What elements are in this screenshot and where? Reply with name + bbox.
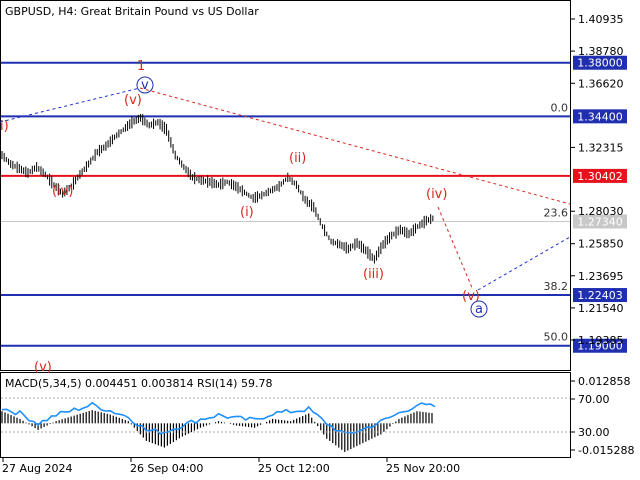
fib-label: 50.0 [544,331,569,344]
fib-label: 0.0 [551,101,569,114]
wave-label: (v) [34,360,52,375]
level-tag-label: 1.34400 [577,110,623,123]
level-tag [573,214,627,229]
y-tick-label: 1.21540 [578,302,624,315]
wave-label: (ii) [289,151,306,166]
wave-label-circle [136,76,154,94]
y-tick-label: 1.40935 [578,13,624,26]
x-tick-label: 26 Sep 04:00 [130,462,203,475]
trend-line-blue [0,87,141,123]
x-tick-label: 27 Aug 2024 [2,462,72,475]
y-tick-label: 1.32315 [578,141,624,154]
projection-red [437,206,474,291]
level-tag-label: 1.38000 [577,57,623,70]
y-tick-label: 1.28030 [578,205,624,218]
y-tick-label: 1.23695 [578,270,624,283]
rsi-line [1,401,436,435]
main-pane-frame [0,0,571,371]
level-tag [573,168,627,183]
y-tick-label: 1.36620 [578,77,624,90]
level-tag-label: 1.22403 [577,289,623,302]
level-tag [573,109,627,124]
y-tick-label: 1.25850 [578,238,624,251]
chart-header: GBPUSD, H4: Great Britain Pound vs US Do… [5,5,259,18]
ind-tick-label: 0.012858 [578,375,631,388]
wave-label-circle [470,300,488,318]
x-tick-label: 25 Oct 12:00 [258,462,330,475]
wave-label: v [141,78,149,93]
wave-label: i) [0,119,9,134]
wave-label: (v) [462,289,480,304]
wave-label: (v) [124,93,142,108]
indicator-pane-frame [0,372,571,458]
y-tick-label: 1.38780 [578,45,624,58]
ind-tick-label: -0.015288 [578,444,634,457]
wave-label: (iv) [52,184,73,199]
x-tick-label: 25 Nov 20:00 [386,462,460,475]
wave-label: (iv) [426,187,447,202]
level-tag [573,288,627,303]
level-tag [573,55,627,70]
ind-tick-label: 30.00 [578,426,610,439]
wave-label: a [475,302,483,317]
wave-label: (iii) [363,267,384,282]
level-tag-label: 1.30402 [577,170,623,183]
fib-label: 38.2 [544,280,569,293]
wave-label: 1 [137,59,145,74]
level-tag-label: 1.19000 [577,340,623,353]
level-tag-label: 1.27340 [577,216,623,229]
level-tag [573,338,627,353]
wave-label: (i) [240,205,254,220]
trend-line-red [139,87,571,205]
ind-tick-label: 70.00 [578,393,610,406]
y-tick-label: 1.19385 [578,334,624,347]
indicator-header: MACD(5,34,5) 0.004451 0.003814 RSI(14) 5… [5,377,272,390]
fib-label: 23.6 [544,207,569,220]
